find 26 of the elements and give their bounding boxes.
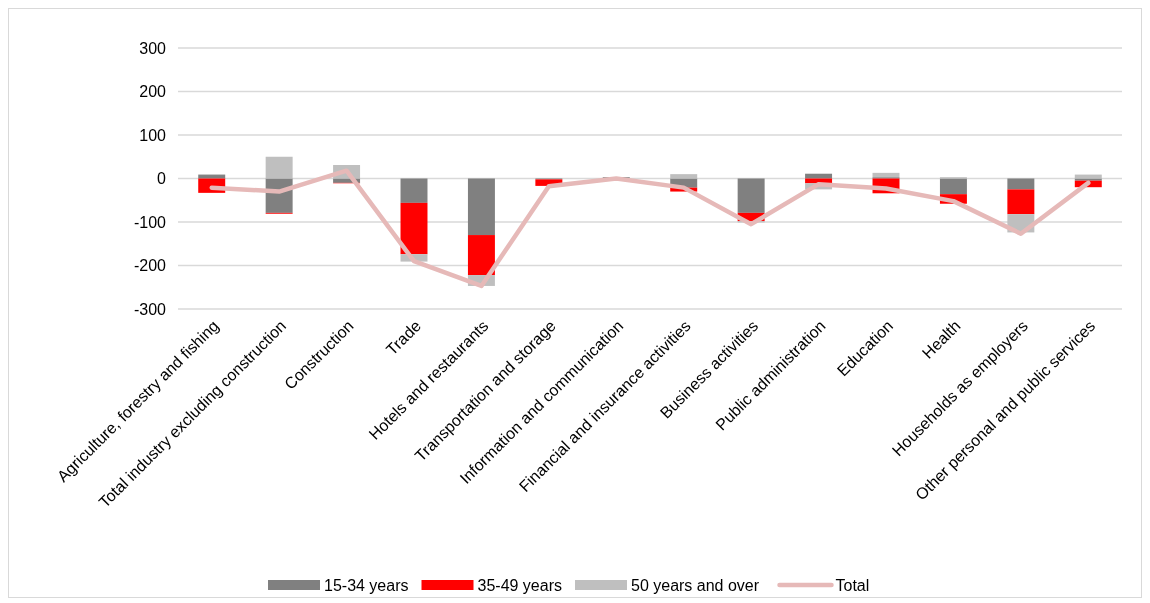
legend-label: 35-49 years (477, 576, 562, 594)
y-tick-label: 0 (157, 170, 167, 188)
y-tick-label: 100 (139, 126, 167, 144)
y-tick-label: 300 (139, 39, 167, 57)
bar (400, 202, 428, 255)
bar (670, 174, 698, 179)
bar (1007, 178, 1035, 190)
bar (939, 178, 967, 195)
y-tick-label: -300 (133, 300, 167, 318)
line-series (209, 168, 1091, 289)
bar (1074, 174, 1102, 179)
bar (400, 178, 428, 203)
bar (1007, 189, 1035, 215)
bar (467, 178, 495, 236)
bar (198, 175, 226, 179)
bar (467, 235, 495, 276)
bar (737, 178, 765, 213)
y-tick-label: 200 (139, 83, 167, 101)
y-tick-label: -200 (133, 257, 167, 275)
legend-label: Total (835, 576, 870, 594)
y-tick-label: -100 (133, 213, 167, 231)
legend-label: 50 years and over (631, 576, 760, 594)
legend-label: 15-34 years (324, 576, 409, 594)
bar (805, 173, 833, 179)
bar (1074, 178, 1102, 181)
bar (265, 156, 293, 179)
